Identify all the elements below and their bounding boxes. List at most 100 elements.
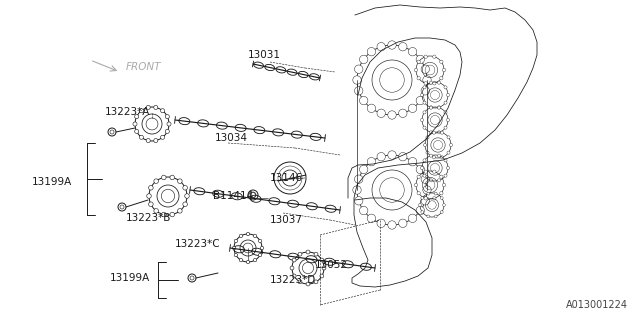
Circle shape xyxy=(423,159,426,162)
Circle shape xyxy=(427,192,429,195)
Circle shape xyxy=(416,206,424,215)
Circle shape xyxy=(417,76,420,80)
Circle shape xyxy=(435,215,437,218)
Circle shape xyxy=(442,183,445,187)
Circle shape xyxy=(170,212,175,217)
Circle shape xyxy=(367,157,376,166)
Circle shape xyxy=(438,179,440,182)
Circle shape xyxy=(440,60,443,63)
Circle shape xyxy=(416,55,424,64)
Circle shape xyxy=(438,81,440,84)
Circle shape xyxy=(442,68,445,72)
Circle shape xyxy=(408,214,417,222)
Circle shape xyxy=(435,192,437,195)
Circle shape xyxy=(399,109,407,117)
Circle shape xyxy=(444,86,447,89)
Circle shape xyxy=(424,82,428,85)
Circle shape xyxy=(408,157,417,166)
Circle shape xyxy=(147,194,151,198)
Text: 13034: 13034 xyxy=(215,133,248,143)
Circle shape xyxy=(353,76,361,84)
Circle shape xyxy=(414,68,418,72)
Circle shape xyxy=(377,219,385,228)
Circle shape xyxy=(427,215,429,218)
Circle shape xyxy=(429,106,433,109)
Circle shape xyxy=(306,250,310,254)
Circle shape xyxy=(447,151,450,154)
Circle shape xyxy=(447,118,449,122)
Text: FRONT: FRONT xyxy=(126,62,161,72)
Circle shape xyxy=(417,60,420,63)
Circle shape xyxy=(421,65,429,73)
Circle shape xyxy=(377,43,385,51)
Circle shape xyxy=(134,115,139,119)
Text: 13037: 13037 xyxy=(270,215,303,225)
Circle shape xyxy=(440,211,443,213)
Text: B11414: B11414 xyxy=(213,191,253,201)
Circle shape xyxy=(433,196,436,200)
Circle shape xyxy=(183,202,188,206)
Circle shape xyxy=(440,196,443,199)
Circle shape xyxy=(239,259,243,262)
Circle shape xyxy=(421,87,429,95)
Circle shape xyxy=(424,170,428,173)
Text: 13031: 13031 xyxy=(248,50,281,60)
Circle shape xyxy=(447,93,449,97)
Circle shape xyxy=(438,131,440,134)
Circle shape xyxy=(388,111,396,119)
Circle shape xyxy=(140,109,143,113)
Circle shape xyxy=(298,280,302,284)
Circle shape xyxy=(438,154,440,157)
Circle shape xyxy=(367,104,376,113)
Circle shape xyxy=(421,175,429,183)
Circle shape xyxy=(423,76,431,84)
Circle shape xyxy=(377,153,385,161)
Circle shape xyxy=(314,280,318,284)
Circle shape xyxy=(322,266,326,270)
Circle shape xyxy=(417,192,420,195)
Circle shape xyxy=(414,183,418,187)
Circle shape xyxy=(306,282,310,286)
Circle shape xyxy=(444,101,447,104)
Circle shape xyxy=(423,86,426,89)
Circle shape xyxy=(440,131,444,134)
Circle shape xyxy=(292,258,296,262)
Circle shape xyxy=(429,81,433,84)
Circle shape xyxy=(429,179,433,182)
Circle shape xyxy=(420,93,424,97)
Circle shape xyxy=(416,96,424,105)
Circle shape xyxy=(447,166,449,170)
Circle shape xyxy=(170,175,175,180)
Circle shape xyxy=(399,43,407,51)
Text: 13052: 13052 xyxy=(315,260,348,270)
Text: 13199A: 13199A xyxy=(110,273,150,283)
Circle shape xyxy=(367,47,376,56)
Circle shape xyxy=(360,55,368,64)
Circle shape xyxy=(440,156,444,159)
Circle shape xyxy=(423,186,431,194)
Text: 13223*B: 13223*B xyxy=(126,213,172,223)
Circle shape xyxy=(433,156,436,159)
Circle shape xyxy=(416,165,424,174)
Circle shape xyxy=(360,206,368,215)
Circle shape xyxy=(360,96,368,105)
Circle shape xyxy=(421,196,424,199)
Circle shape xyxy=(355,65,363,73)
Circle shape xyxy=(246,232,250,236)
Circle shape xyxy=(167,122,171,126)
Circle shape xyxy=(298,252,302,256)
Circle shape xyxy=(259,239,262,243)
Circle shape xyxy=(185,194,189,198)
Circle shape xyxy=(429,131,433,134)
Circle shape xyxy=(429,154,433,157)
Circle shape xyxy=(161,109,164,113)
Circle shape xyxy=(420,118,424,122)
Circle shape xyxy=(290,266,294,270)
Circle shape xyxy=(420,166,424,170)
Circle shape xyxy=(447,136,450,139)
Circle shape xyxy=(388,221,396,229)
Circle shape xyxy=(424,196,428,200)
Text: A013001224: A013001224 xyxy=(566,300,628,310)
Circle shape xyxy=(449,143,452,147)
Circle shape xyxy=(260,246,264,250)
